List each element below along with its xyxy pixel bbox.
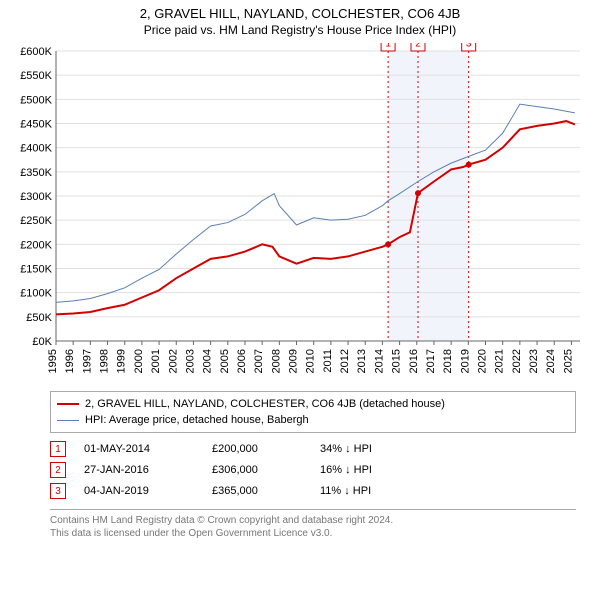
x-tick-label: 2001	[150, 349, 162, 373]
event-price: £200,000	[212, 443, 302, 455]
x-tick-label: 2010	[305, 349, 317, 373]
event-delta: 34% ↓ HPI	[320, 443, 372, 455]
y-tick-label: £350K	[20, 167, 52, 179]
event-delta: 16% ↓ HPI	[320, 464, 372, 476]
legend-label: HPI: Average price, detached house, Babe…	[85, 412, 309, 428]
x-tick-label: 2000	[133, 349, 145, 373]
x-tick-label: 2017	[425, 349, 437, 373]
x-tick-label: 2011	[322, 349, 334, 373]
attrib-line: This data is licensed under the Open Gov…	[50, 527, 576, 540]
x-tick-label: 2022	[511, 349, 523, 373]
x-tick-label: 2021	[494, 349, 506, 373]
event-index-box: 2	[50, 462, 66, 478]
x-tick-label: 2020	[477, 349, 489, 373]
event-date: 27-JAN-2016	[84, 464, 194, 476]
y-tick-label: £450K	[20, 119, 52, 131]
event-dot	[385, 241, 391, 247]
x-tick-label: 2024	[545, 349, 557, 373]
event-index-box: 3	[50, 483, 66, 499]
x-tick-label: 2016	[408, 349, 420, 373]
x-tick-label: 2008	[270, 349, 282, 373]
x-tick-label: 2005	[219, 349, 231, 373]
x-tick-label: 2015	[391, 349, 403, 373]
x-tick-label: 2014	[373, 349, 385, 373]
y-tick-label: £200K	[20, 239, 52, 251]
y-tick-label: £500K	[20, 94, 52, 106]
x-tick-label: 2004	[202, 349, 214, 373]
x-tick-label: 2013	[356, 349, 368, 373]
x-tick-label: 1996	[64, 349, 76, 373]
y-tick-label: £250K	[20, 215, 52, 227]
x-tick-label: 2003	[184, 349, 196, 373]
legend-row: HPI: Average price, detached house, Babe…	[57, 412, 569, 428]
x-tick-label: 1999	[116, 349, 128, 373]
x-tick-label: 1998	[99, 349, 111, 373]
x-tick-label: 2002	[167, 349, 179, 373]
y-tick-label: £600K	[20, 46, 52, 58]
y-tick-label: £150K	[20, 264, 52, 276]
series-hpi	[56, 104, 575, 302]
event-marker-num: 1	[385, 43, 391, 50]
y-tick-label: £0K	[32, 336, 52, 348]
x-tick-label: 2012	[339, 349, 351, 373]
event-marker-num: 2	[415, 43, 421, 50]
event-dot	[466, 162, 472, 168]
x-tick-label: 2009	[288, 349, 300, 373]
event-date: 04-JAN-2019	[84, 485, 194, 497]
legend-label: 2, GRAVEL HILL, NAYLAND, COLCHESTER, CO6…	[85, 396, 445, 412]
event-row: 3 04-JAN-2019 £365,000 11% ↓ HPI	[50, 483, 576, 499]
event-marker-num: 3	[466, 43, 472, 50]
event-delta: 11% ↓ HPI	[320, 485, 371, 497]
x-tick-label: 2006	[236, 349, 248, 373]
event-row: 2 27-JAN-2016 £306,000 16% ↓ HPI	[50, 462, 576, 478]
event-dot	[415, 190, 421, 196]
event-row: 1 01-MAY-2014 £200,000 34% ↓ HPI	[50, 441, 576, 457]
x-tick-label: 1995	[47, 349, 59, 373]
x-tick-label: 2023	[528, 349, 540, 373]
x-tick-label: 2025	[562, 349, 574, 373]
legend-swatch	[57, 403, 79, 405]
legend: 2, GRAVEL HILL, NAYLAND, COLCHESTER, CO6…	[50, 391, 576, 433]
y-tick-label: £550K	[20, 70, 52, 82]
y-tick-label: £400K	[20, 143, 52, 155]
attrib-line: Contains HM Land Registry data © Crown c…	[50, 514, 576, 527]
legend-row: 2, GRAVEL HILL, NAYLAND, COLCHESTER, CO6…	[57, 396, 569, 412]
event-price: £365,000	[212, 485, 302, 497]
y-tick-label: £300K	[20, 191, 52, 203]
attribution: Contains HM Land Registry data © Crown c…	[50, 509, 576, 540]
chart-title: 2, GRAVEL HILL, NAYLAND, COLCHESTER, CO6…	[0, 6, 600, 21]
x-tick-label: 2019	[459, 349, 471, 373]
chart-container: £0K £50K £100K £150K £200K £250K £300K £350K £40…	[10, 43, 590, 383]
x-tick-label: 2007	[253, 349, 265, 373]
chart-subtitle: Price paid vs. HM Land Registry's House …	[0, 23, 600, 37]
y-tick-label: £100K	[20, 288, 52, 300]
price-chart: £0K £50K £100K £150K £200K £250K £300K £350K £40…	[10, 43, 590, 383]
event-date: 01-MAY-2014	[84, 443, 194, 455]
y-tick-label: £50K	[26, 312, 52, 324]
x-tick-label: 1997	[81, 349, 93, 373]
legend-swatch	[57, 420, 79, 421]
event-price: £306,000	[212, 464, 302, 476]
event-table: 1 01-MAY-2014 £200,000 34% ↓ HPI 2 27-JAN-201…	[50, 441, 576, 499]
x-tick-label: 2018	[442, 349, 454, 373]
event-index-box: 1	[50, 441, 66, 457]
